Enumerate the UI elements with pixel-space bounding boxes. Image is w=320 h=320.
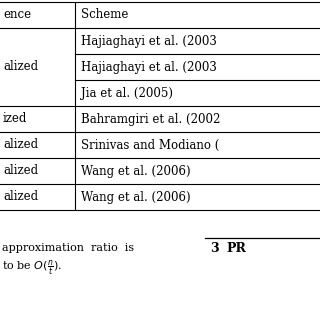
- Text: ized: ized: [3, 113, 28, 125]
- Text: ence: ence: [3, 9, 31, 21]
- Text: Srinivas and Modiano (: Srinivas and Modiano (: [81, 139, 220, 151]
- Text: PR: PR: [226, 242, 246, 254]
- Text: Jia et al. (2005): Jia et al. (2005): [81, 86, 173, 100]
- Text: Hajiaghayi et al. (2003: Hajiaghayi et al. (2003: [81, 60, 217, 74]
- Text: approximation  ratio  is: approximation ratio is: [2, 243, 134, 253]
- Text: alized: alized: [3, 190, 38, 204]
- Text: Wang et al. (2006): Wang et al. (2006): [81, 190, 191, 204]
- Text: to be $O(\frac{n}{t})$.: to be $O(\frac{n}{t})$.: [2, 259, 62, 277]
- Text: Scheme: Scheme: [81, 9, 128, 21]
- Text: 3: 3: [210, 242, 219, 254]
- Text: alized: alized: [3, 139, 38, 151]
- Text: alized: alized: [3, 164, 38, 178]
- Text: alized: alized: [3, 60, 38, 74]
- Text: Bahramgiri et al. (2002: Bahramgiri et al. (2002: [81, 113, 220, 125]
- Text: Wang et al. (2006): Wang et al. (2006): [81, 164, 191, 178]
- Text: Hajiaghayi et al. (2003: Hajiaghayi et al. (2003: [81, 35, 217, 47]
